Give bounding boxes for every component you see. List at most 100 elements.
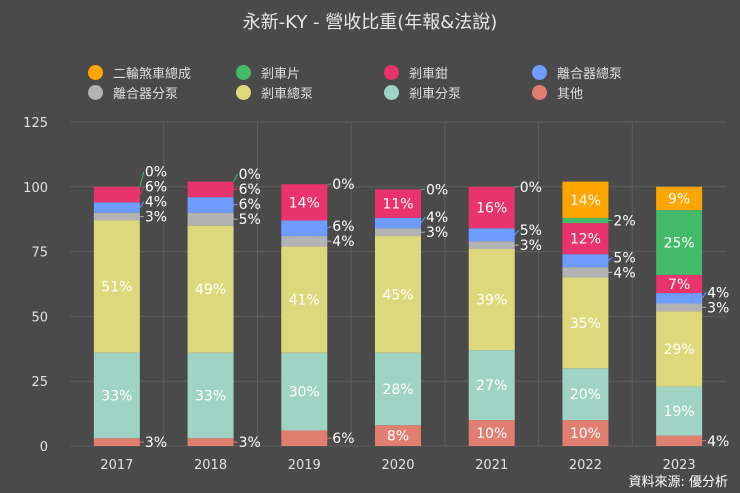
bar-segment bbox=[187, 197, 234, 213]
bar-segment bbox=[281, 430, 328, 446]
bar-segment bbox=[468, 186, 515, 229]
data-label: 3% bbox=[239, 435, 261, 451]
legend-marker bbox=[88, 64, 103, 80]
legend-item[interactable]: 剎車分泵 bbox=[384, 83, 532, 102]
label-leader-line bbox=[701, 292, 707, 299]
data-label: 3% bbox=[145, 210, 167, 226]
x-tick-label: 2018 bbox=[194, 458, 227, 473]
legend-label: 離合器總泵 bbox=[557, 66, 623, 82]
bar-segment bbox=[656, 311, 703, 387]
bar-segment bbox=[562, 277, 609, 369]
data-label: 3% bbox=[426, 225, 448, 241]
data-label: 3% bbox=[520, 238, 542, 254]
data-label: 0% bbox=[145, 165, 167, 181]
data-label: 10% bbox=[476, 426, 507, 442]
source-note: 資料來源: 優分析 bbox=[628, 475, 728, 490]
data-label: 6% bbox=[239, 182, 261, 198]
bar-segment bbox=[281, 352, 328, 431]
legend-marker bbox=[236, 64, 251, 80]
data-label: 4% bbox=[145, 195, 167, 211]
data-label: 19% bbox=[664, 404, 695, 420]
legend-marker bbox=[384, 84, 399, 100]
data-label: 11% bbox=[382, 197, 413, 213]
data-label: 4% bbox=[426, 210, 448, 226]
bar-segment bbox=[375, 217, 421, 229]
bar-segment bbox=[468, 241, 515, 250]
y-tick-label: 100 bbox=[23, 181, 48, 196]
data-label: 8% bbox=[387, 429, 409, 445]
bar-segment bbox=[93, 352, 140, 439]
legend-item[interactable]: 剎車片 bbox=[236, 63, 384, 82]
legend-item[interactable]: 剎車總泵 bbox=[236, 83, 384, 102]
data-label: 3% bbox=[707, 300, 729, 316]
legend-marker bbox=[532, 84, 547, 100]
legend-item[interactable]: 剎車鉗 bbox=[384, 63, 532, 82]
bar-segment bbox=[562, 181, 609, 218]
data-label: 33% bbox=[101, 388, 132, 404]
data-label: 3% bbox=[145, 435, 167, 451]
bar-segment bbox=[562, 217, 609, 224]
legend-label: 剎車片 bbox=[261, 66, 301, 82]
bar-segment bbox=[656, 186, 703, 211]
data-label: 51% bbox=[101, 280, 132, 296]
data-label: 20% bbox=[570, 387, 601, 403]
label-leader-line bbox=[233, 203, 238, 206]
data-label: 5% bbox=[520, 223, 542, 239]
legend-label: 二輪煞車總成 bbox=[113, 66, 192, 82]
legend-item[interactable]: 離合器總泵 bbox=[532, 63, 680, 82]
bar-segment bbox=[187, 352, 234, 439]
label-leader-line bbox=[233, 173, 239, 182]
y-tick-label: 75 bbox=[31, 246, 48, 261]
data-label: 4% bbox=[613, 265, 635, 281]
data-label: 4% bbox=[707, 434, 729, 450]
bar-segment bbox=[468, 249, 515, 351]
data-label: 25% bbox=[664, 236, 695, 252]
bar-segment bbox=[187, 438, 234, 446]
data-label: 0% bbox=[520, 180, 542, 196]
data-label: 6% bbox=[145, 180, 167, 196]
data-label: 33% bbox=[195, 388, 226, 404]
bar-segment bbox=[562, 368, 609, 421]
legend-item[interactable]: 其他 bbox=[532, 83, 680, 102]
data-label: 4% bbox=[707, 285, 729, 301]
bar-segment bbox=[281, 184, 328, 221]
data-label: 28% bbox=[382, 382, 413, 398]
data-label: 6% bbox=[332, 431, 354, 447]
legend-item[interactable]: 離合器分泵 bbox=[88, 83, 236, 102]
bar-segment bbox=[375, 236, 421, 353]
x-tick-label: 2019 bbox=[288, 458, 321, 473]
x-tick-label: 2023 bbox=[663, 458, 696, 473]
legend-label: 剎車鉗 bbox=[409, 66, 449, 82]
bar-segment bbox=[656, 435, 703, 446]
bar-segment bbox=[93, 220, 140, 353]
label-leader-line bbox=[420, 216, 426, 224]
legend-marker bbox=[384, 64, 399, 80]
legend: 二輪煞車總成 剎車片 剎車鉗 離合器總泵離合器分泵 剎車總泵 剎車分泵 其他 bbox=[88, 63, 728, 102]
label-leader-line bbox=[139, 186, 145, 195]
data-label: 45% bbox=[382, 287, 413, 303]
label-leader-line bbox=[514, 229, 520, 236]
label-leader-line bbox=[327, 225, 332, 229]
bar-segment bbox=[187, 225, 234, 353]
bar-segment bbox=[562, 267, 609, 278]
data-label: 30% bbox=[289, 385, 320, 401]
bar-segment bbox=[93, 202, 140, 213]
data-label: 2% bbox=[613, 213, 635, 229]
bar-segment bbox=[656, 274, 703, 294]
data-label: 39% bbox=[476, 293, 507, 309]
bar-segment bbox=[281, 220, 328, 237]
legend-item[interactable]: 二輪煞車總成 bbox=[88, 63, 236, 82]
data-label: 14% bbox=[570, 193, 601, 209]
bar-segment bbox=[375, 228, 421, 237]
data-label: 29% bbox=[664, 342, 695, 358]
bar-segment bbox=[187, 181, 234, 198]
bar-segment bbox=[656, 386, 703, 436]
data-label: 6% bbox=[239, 197, 261, 213]
bar-segment bbox=[468, 228, 515, 242]
y-tick-label: 25 bbox=[31, 375, 48, 390]
legend-marker bbox=[88, 84, 103, 100]
data-label: 0% bbox=[332, 177, 354, 193]
data-label: 5% bbox=[239, 212, 261, 228]
x-tick-label: 2022 bbox=[569, 458, 602, 473]
